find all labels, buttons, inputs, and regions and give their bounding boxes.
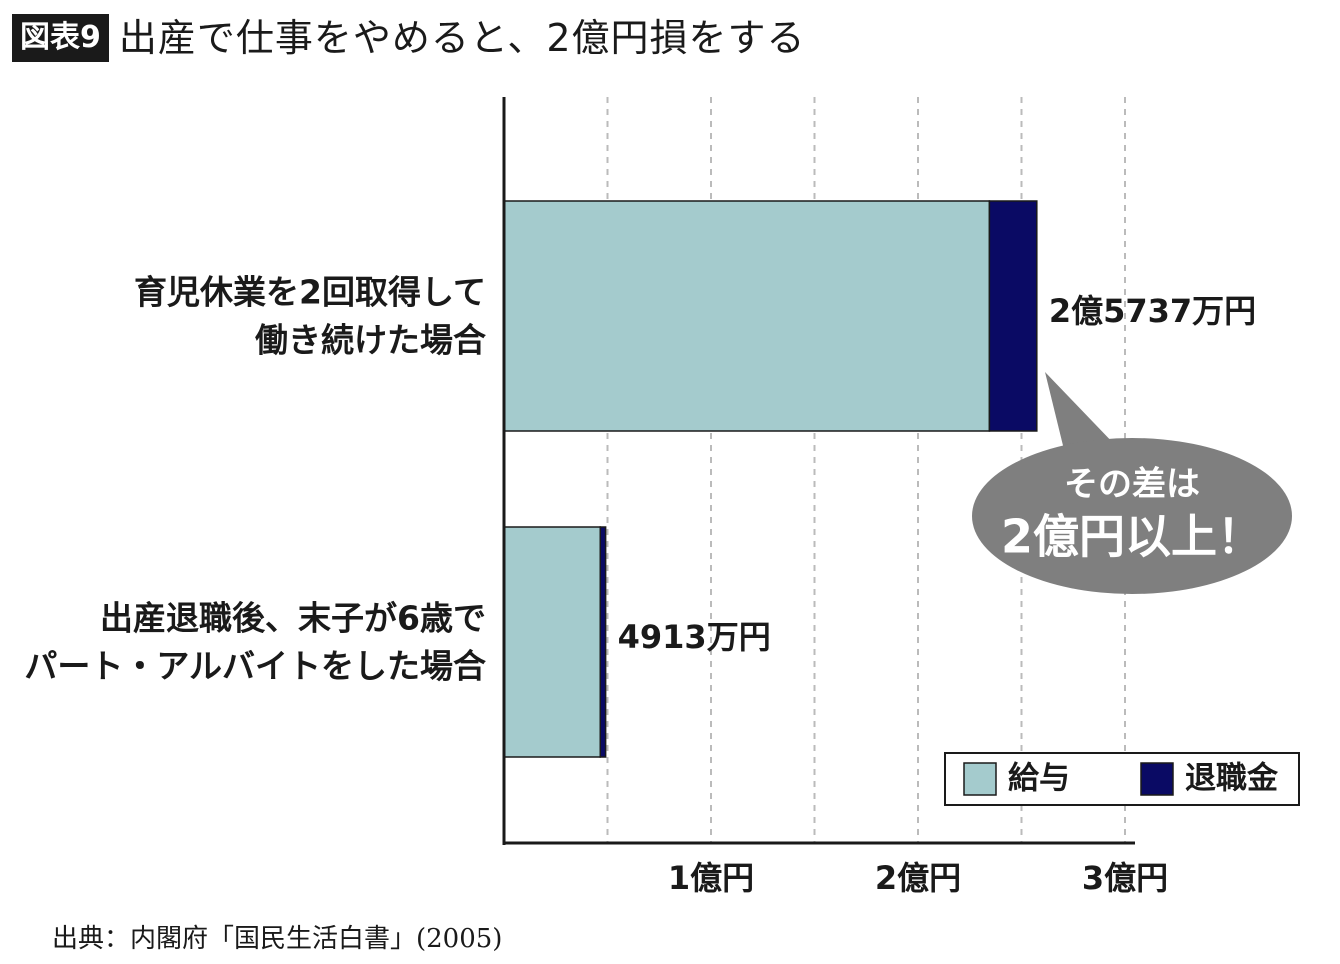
- chart-title: 出産で仕事をやめると、2億円損をする: [118, 16, 806, 60]
- legend-label: 退職金: [1185, 761, 1279, 797]
- legend-swatch: [1140, 762, 1174, 796]
- category-label: パート・アルバイトをした場合: [24, 647, 486, 686]
- category-label: 育児休業を2回取得して: [134, 273, 486, 312]
- source-note: 出典：内閣府「国民生活白書」(2005): [52, 924, 503, 954]
- callout-text-line2: 2億円以上！: [1001, 510, 1263, 564]
- callout-bubble: その差は 2億円以上！: [972, 372, 1292, 594]
- callout-text-line1: その差は: [1064, 465, 1200, 505]
- legend-box: [944, 752, 1300, 806]
- header: 図表9 出産で仕事をやめると、2億円損をする: [12, 12, 806, 64]
- axes: [502, 97, 1135, 845]
- bar-retirement: [599, 526, 607, 758]
- callout-ellipse: [972, 438, 1292, 594]
- bar-salary: [503, 200, 991, 432]
- x-tick-label: 1億円: [668, 859, 754, 897]
- category-label: 働き続けた場合: [255, 321, 486, 360]
- legend-swatch: [963, 762, 997, 796]
- data-label: 2億5737万円: [1049, 292, 1256, 330]
- bar-retirement: [988, 200, 1038, 432]
- data-label: 4913万円: [618, 618, 771, 656]
- x-tick-label: 3億円: [1082, 859, 1168, 897]
- category-label: 出産退職後、末子が6歳で: [100, 599, 486, 638]
- figure-label: 図表9: [12, 14, 109, 62]
- x-tick-label: 2億円: [875, 859, 961, 897]
- bar-salary: [503, 526, 602, 758]
- legend-label: 給与: [1008, 761, 1070, 797]
- bars: [503, 200, 1038, 758]
- legend: 給与 退職金: [944, 752, 1300, 806]
